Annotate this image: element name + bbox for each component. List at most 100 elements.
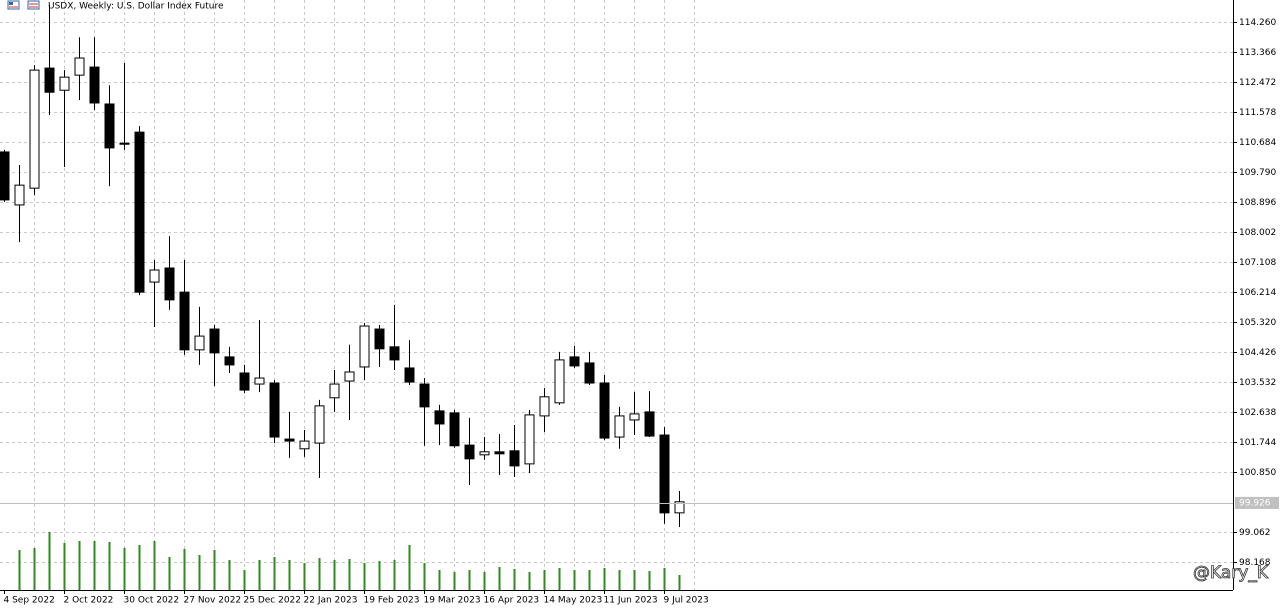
y-tick-label: 107.108 bbox=[1239, 258, 1276, 268]
volume-bar bbox=[33, 548, 36, 590]
candle-body bbox=[644, 411, 655, 437]
y-tick-label: 103.532 bbox=[1239, 378, 1276, 388]
candle-body bbox=[599, 382, 610, 439]
candle-body bbox=[14, 184, 25, 206]
candle-body bbox=[419, 383, 430, 408]
candle-body bbox=[614, 415, 625, 438]
watermark: @Kary_K bbox=[1193, 563, 1269, 583]
y-tick-label: 100.850 bbox=[1239, 468, 1276, 478]
y-tick-label: 104.426 bbox=[1239, 348, 1276, 358]
x-tick-label: 22 Jan 2023 bbox=[304, 596, 358, 606]
volume-bar bbox=[333, 560, 336, 590]
candle-body bbox=[494, 451, 505, 455]
volume-bar bbox=[243, 570, 246, 590]
volume-bar bbox=[378, 561, 381, 590]
candle-body bbox=[659, 434, 670, 514]
x-tick-label: 19 Mar 2023 bbox=[424, 596, 481, 606]
candle-body bbox=[239, 372, 250, 391]
x-tick-label: 30 Oct 2022 bbox=[124, 596, 180, 606]
candle-body bbox=[179, 291, 190, 351]
candle-body bbox=[134, 131, 145, 293]
symbol-icon bbox=[7, 0, 40, 10]
volume-bar bbox=[678, 575, 681, 590]
volume-bar bbox=[48, 532, 51, 590]
candle-body bbox=[89, 66, 100, 104]
candle-body bbox=[104, 103, 115, 149]
volume-bar bbox=[573, 570, 576, 590]
volume-bar bbox=[453, 572, 456, 590]
y-tick-label: 112.472 bbox=[1239, 78, 1276, 88]
volume-bar bbox=[63, 543, 66, 590]
candle-body bbox=[299, 440, 310, 450]
volume-bar bbox=[618, 570, 621, 590]
volume-bar bbox=[153, 541, 156, 590]
volume-bar bbox=[78, 541, 81, 590]
volume-bar bbox=[183, 549, 186, 590]
y-tick-label: 113.366 bbox=[1239, 48, 1276, 58]
candle-body bbox=[194, 335, 205, 351]
volume-bar bbox=[483, 572, 486, 590]
y-tick-label: 109.790 bbox=[1239, 168, 1276, 178]
candle-layer bbox=[0, 5, 685, 527]
volume-bar bbox=[543, 570, 546, 590]
candle-body bbox=[449, 412, 460, 447]
candle-body bbox=[59, 76, 70, 91]
volume-bar bbox=[438, 570, 441, 590]
volume-bar bbox=[558, 568, 561, 590]
candle-body bbox=[524, 414, 535, 465]
volume-bar bbox=[198, 555, 201, 590]
candle-body bbox=[374, 328, 385, 350]
volume-bar bbox=[393, 560, 396, 590]
candle-body bbox=[224, 356, 235, 366]
volume-layer bbox=[18, 532, 681, 590]
candle-body bbox=[209, 328, 220, 354]
candle-body bbox=[254, 377, 265, 385]
y-tick-label: 110.684 bbox=[1239, 138, 1276, 148]
volume-bar bbox=[363, 563, 366, 590]
candle-body bbox=[539, 396, 550, 417]
volume-bar bbox=[288, 560, 291, 590]
candle-body bbox=[434, 410, 445, 425]
candle-body bbox=[314, 405, 325, 444]
volume-bar bbox=[408, 545, 411, 590]
current-price-box bbox=[1235, 496, 1279, 509]
volume-bar bbox=[93, 541, 96, 590]
volume-bar bbox=[123, 548, 126, 590]
candle-body bbox=[74, 57, 85, 76]
volume-bar bbox=[303, 563, 306, 590]
current-price-label: 99.926 bbox=[1239, 498, 1271, 508]
candle-body bbox=[389, 346, 400, 361]
volume-bar bbox=[228, 560, 231, 590]
x-tick-label: 2 Oct 2022 bbox=[64, 596, 114, 606]
x-tick-label: 14 May 2023 bbox=[544, 596, 603, 606]
candle-body bbox=[149, 269, 160, 283]
volume-bar bbox=[663, 568, 666, 590]
volume-bar bbox=[468, 570, 471, 590]
candle-body bbox=[584, 362, 595, 384]
volume-bar bbox=[648, 571, 651, 590]
y-tick-label: 98.168 bbox=[1239, 558, 1271, 568]
candle-body bbox=[284, 438, 295, 442]
candle-body bbox=[269, 382, 280, 438]
candle-body bbox=[464, 444, 475, 460]
chart-title: USDX, Weekly: U.S. Dollar Index Future bbox=[48, 2, 224, 12]
candle-body bbox=[329, 383, 340, 399]
candle-body bbox=[44, 67, 55, 93]
candle-body bbox=[569, 356, 580, 367]
volume-bar bbox=[348, 559, 351, 590]
candle-body bbox=[479, 451, 490, 456]
y-tick-label: 105.320 bbox=[1239, 318, 1276, 328]
volume-bar bbox=[168, 557, 171, 590]
y-tick-label: 108.896 bbox=[1239, 198, 1276, 208]
candle-body bbox=[509, 450, 520, 467]
candle-body bbox=[29, 69, 40, 189]
x-tick-label: 25 Dec 2022 bbox=[244, 596, 302, 606]
volume-bar bbox=[213, 550, 216, 590]
x-tick-label: 16 Apr 2023 bbox=[484, 596, 540, 606]
volume-bar bbox=[108, 542, 111, 590]
candle-body bbox=[359, 325, 370, 368]
x-tick-label: 27 Nov 2022 bbox=[184, 596, 242, 606]
candle-body bbox=[164, 267, 175, 301]
